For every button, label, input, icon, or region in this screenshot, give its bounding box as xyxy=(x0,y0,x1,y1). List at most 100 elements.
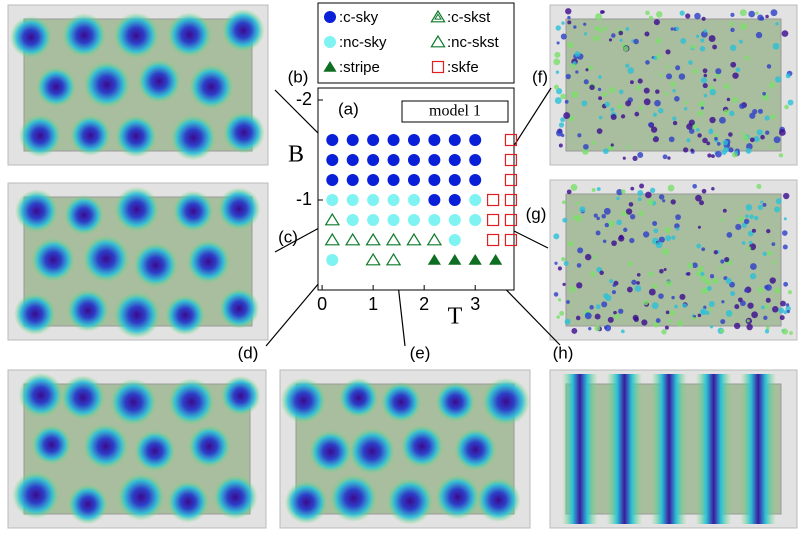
snapshot-spin xyxy=(709,301,715,307)
snapshot-spin xyxy=(648,123,652,127)
snapshot-blob xyxy=(137,59,181,103)
snapshot-spin xyxy=(677,320,683,326)
snapshot-spin xyxy=(701,77,707,83)
snapshot-spin xyxy=(651,135,654,138)
snapshot-spin xyxy=(709,117,715,123)
snapshot-spin xyxy=(654,19,660,25)
snapshot-spin xyxy=(696,128,700,132)
snapshot-spin xyxy=(553,58,560,65)
snapshot-spin xyxy=(784,217,787,220)
snapshot-spin xyxy=(697,133,701,137)
snapshot-spin xyxy=(698,314,702,318)
snapshot-blob xyxy=(213,475,258,520)
snapshot-spin xyxy=(726,278,732,284)
snapshot-spin xyxy=(765,15,769,19)
snapshot-spin xyxy=(787,310,790,313)
snapshot-spin xyxy=(556,130,563,137)
snapshot-spin xyxy=(637,190,643,196)
x-tick-label: 0 xyxy=(317,294,327,314)
snapshot-spin xyxy=(656,54,661,59)
snapshot-spin xyxy=(723,109,729,115)
snapshot-spin xyxy=(779,153,783,157)
snapshot-spin xyxy=(763,252,767,256)
snapshot-spin xyxy=(657,41,660,44)
snapshot-spin xyxy=(751,311,758,318)
snapshot-spin xyxy=(703,68,708,73)
snapshot-blob xyxy=(400,425,443,468)
snapshot-spin xyxy=(711,187,715,191)
snapshot-spin xyxy=(767,251,772,256)
snapshot-spin xyxy=(684,107,687,110)
snapshot-spin xyxy=(623,157,626,160)
snapshot-spin xyxy=(629,202,634,207)
snapshot-spin xyxy=(645,192,652,199)
marker xyxy=(347,194,359,206)
snapshot-blob xyxy=(15,189,58,232)
snapshot-spin xyxy=(741,132,744,135)
marker xyxy=(469,154,481,166)
snapshot-spin xyxy=(698,226,701,229)
snapshot-spin xyxy=(563,112,570,119)
snapshot-spin xyxy=(707,286,712,291)
snapshot-spin xyxy=(732,72,738,78)
snapshot-blob xyxy=(189,64,234,109)
snapshot-spin xyxy=(584,32,587,35)
snapshot-spin xyxy=(671,27,674,30)
snapshot-spin xyxy=(583,144,589,150)
y-tick-label: -1 xyxy=(296,189,312,209)
snapshot-spin xyxy=(593,255,597,259)
snapshot-spin xyxy=(738,297,743,302)
snapshot-stripe xyxy=(651,374,687,524)
snapshot-spin xyxy=(700,272,704,276)
snapshot-blob xyxy=(223,111,265,153)
snapshot-spin xyxy=(749,214,754,219)
snapshot-spin xyxy=(610,108,614,112)
snapshot-spin xyxy=(655,89,660,94)
marker xyxy=(428,174,440,186)
snapshot-spin xyxy=(616,197,619,200)
snapshot-blob xyxy=(218,187,261,230)
snapshot-spin xyxy=(720,259,724,263)
snapshot-spin xyxy=(594,26,600,32)
marker xyxy=(324,36,336,48)
snapshot-spin xyxy=(783,282,788,287)
snapshot-spin xyxy=(727,232,733,238)
snapshot-spin xyxy=(561,34,567,40)
snapshot-spin xyxy=(601,301,607,307)
snapshot-spin xyxy=(688,60,693,65)
snapshot-spin xyxy=(730,22,734,26)
snapshot-spin xyxy=(769,82,775,88)
snapshot-spin xyxy=(588,66,593,71)
snapshot-blob xyxy=(348,428,395,475)
snapshot-spin xyxy=(643,300,648,305)
snapshot-spin xyxy=(669,310,675,316)
snapshot-spin xyxy=(722,140,728,146)
snapshot-spin xyxy=(729,111,734,116)
snapshot-spin xyxy=(739,40,743,44)
snapshot-spin xyxy=(775,76,781,82)
marker xyxy=(367,194,379,206)
marker xyxy=(326,254,338,266)
snapshot-spin xyxy=(675,27,679,31)
snapshot-spin xyxy=(765,329,769,333)
snapshot-spin xyxy=(645,60,650,65)
snapshot-spin xyxy=(687,272,691,276)
snapshot-spin xyxy=(626,208,632,214)
snapshot-spin xyxy=(730,28,734,32)
snapshot-spin xyxy=(653,113,657,117)
marker xyxy=(428,214,440,226)
snapshot-spin xyxy=(766,298,771,303)
snapshot-spin xyxy=(763,316,767,320)
snapshot-spin xyxy=(745,214,748,217)
snapshot-spin xyxy=(664,227,670,233)
snapshot-spin xyxy=(774,206,780,212)
snapshot-spin xyxy=(730,13,734,17)
snapshot-spin xyxy=(755,12,758,15)
snapshot-blob xyxy=(167,12,212,57)
snapshot-spin xyxy=(712,278,718,284)
marker xyxy=(408,194,420,206)
snapshot-blob xyxy=(68,484,108,524)
snapshot-spin xyxy=(697,111,703,117)
snapshot-spin xyxy=(761,306,765,310)
marker xyxy=(367,174,379,186)
